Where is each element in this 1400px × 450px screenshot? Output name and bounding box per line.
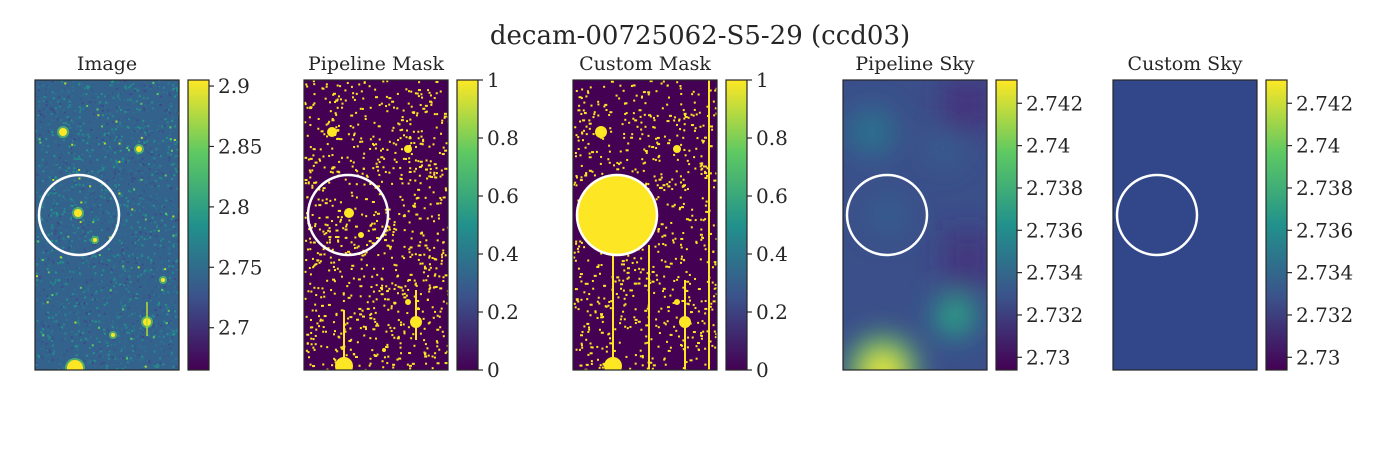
colorbar-gradient xyxy=(725,79,748,371)
colorbar-tick-label: 0.4 xyxy=(756,242,788,266)
colorbar: 2.73 2.732 2.734 2.736 2.738 2.74 2.742 xyxy=(1265,79,1353,371)
colorbar-tick-label: 0.8 xyxy=(756,126,788,150)
colorbar-tick-label: 2.738 xyxy=(1026,176,1083,200)
colorbar-gradient xyxy=(187,79,210,371)
colorbar-tick-label: 0 xyxy=(487,358,500,382)
colorbar-tick-label: 2.734 xyxy=(1026,261,1083,285)
heatmap-image xyxy=(843,80,987,370)
colorbar-tick-label: 2.736 xyxy=(1026,218,1083,242)
panel-frame xyxy=(303,79,449,371)
colorbar-gradient xyxy=(1265,79,1288,371)
colorbar-tick-label: 2.74 xyxy=(1026,134,1071,158)
colorbar-tick-label: 2.73 xyxy=(1296,345,1341,369)
colorbar-tick-label: 2.7 xyxy=(218,316,250,340)
aperture-circle xyxy=(306,173,390,257)
panel-frame xyxy=(34,79,180,371)
colorbar: 0 0.2 0.4 0.6 0.8 1 xyxy=(456,68,519,382)
colorbar-tick-label: 0.6 xyxy=(487,184,519,208)
panel-2: Pipeline Mask 0 0.2 0.4 0.6 0.8 1 xyxy=(303,53,519,382)
colorbar-tick-label: 2.742 xyxy=(1026,91,1083,115)
colorbar-tick-label: 2.732 xyxy=(1026,303,1083,327)
colorbar-tick-label: 1 xyxy=(487,68,500,92)
panel-1: Image 2.7 2.75 2.8 2.85 2.9 xyxy=(34,53,263,371)
panel-frame xyxy=(572,79,718,371)
colorbar-gradient xyxy=(456,79,479,371)
colorbar-gradient xyxy=(995,79,1018,371)
colorbar-tick-label: 2.9 xyxy=(218,74,250,98)
colorbar-tick-label: 2.732 xyxy=(1296,303,1353,327)
panel-frame xyxy=(842,79,988,371)
heatmap-image xyxy=(1113,80,1257,370)
panel-title: Pipeline Mask xyxy=(308,53,444,75)
colorbar-tick-label: 0.4 xyxy=(487,242,519,266)
colorbar-tick-label: 0.6 xyxy=(756,184,788,208)
colorbar-tick-label: 0.2 xyxy=(487,300,519,324)
panel-title: Image xyxy=(77,53,137,75)
colorbar-tick-label: 2.8 xyxy=(218,195,250,219)
heatmap-image xyxy=(35,80,179,370)
colorbar-tick-label: 2.742 xyxy=(1296,91,1353,115)
colorbar-tick-label: 0 xyxy=(756,358,769,382)
colorbar: 0 0.2 0.4 0.6 0.8 1 xyxy=(725,68,788,382)
aperture-circle xyxy=(1115,173,1199,257)
colorbar-tick-label: 2.85 xyxy=(218,134,263,158)
colorbar-tick-label: 2.738 xyxy=(1296,176,1353,200)
panel-3: Custom Mask 0 0.2 0.4 0.6 0.8 1 xyxy=(572,53,788,382)
colorbar-tick-label: 0.8 xyxy=(487,126,519,150)
heatmap-image xyxy=(304,80,448,370)
panel-title: Custom Mask xyxy=(579,53,711,75)
panel-frame xyxy=(1112,79,1258,371)
aperture-circle xyxy=(575,173,659,257)
panel-4: Pipeline Sky 2.73 2.732 2.734 2.736 2.738 2.74… xyxy=(842,53,1083,371)
colorbar-tick-label: 2.73 xyxy=(1026,345,1071,369)
colorbar-tick-label: 2.74 xyxy=(1296,134,1341,158)
figure-title: decam-00725062-S5-29 (ccd03) xyxy=(490,21,910,51)
colorbar-tick-label: 2.734 xyxy=(1296,261,1353,285)
colorbar-tick-label: 0.2 xyxy=(756,300,788,324)
colorbar-tick-label: 1 xyxy=(756,68,769,92)
colorbar-tick-label: 2.75 xyxy=(218,255,263,279)
colorbar-tick-label: 2.736 xyxy=(1296,218,1353,242)
aperture-circle xyxy=(37,173,121,257)
panel-5: Custom Sky2.732.7322.7342.7362.7382.742.… xyxy=(1112,53,1353,371)
panel-title: Pipeline Sky xyxy=(855,53,974,75)
aperture-circle xyxy=(845,173,929,257)
colorbar: 2.73 2.732 2.734 2.736 2.738 2.74 2.742 xyxy=(995,79,1083,371)
heatmap-image xyxy=(573,80,717,370)
panel-title: Custom Sky xyxy=(1128,53,1243,75)
colorbar: 2.7 2.75 2.8 2.85 2.9 xyxy=(187,74,263,371)
